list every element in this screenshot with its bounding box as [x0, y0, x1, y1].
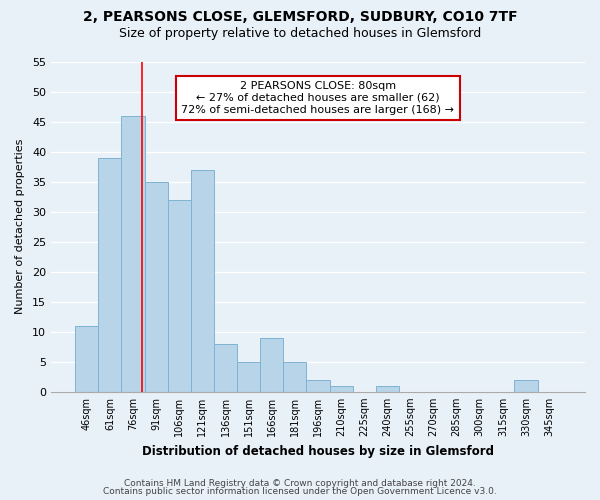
Bar: [98, 158, 121, 392]
Bar: [329, 386, 353, 392]
Text: Size of property relative to detached houses in Glemsford: Size of property relative to detached ho…: [119, 28, 481, 40]
Bar: [237, 362, 260, 392]
Text: 2, PEARSONS CLOSE, GLEMSFORD, SUDBURY, CO10 7TF: 2, PEARSONS CLOSE, GLEMSFORD, SUDBURY, C…: [83, 10, 517, 24]
Bar: [214, 344, 237, 392]
Text: Contains HM Land Registry data © Crown copyright and database right 2024.: Contains HM Land Registry data © Crown c…: [124, 478, 476, 488]
Y-axis label: Number of detached properties: Number of detached properties: [15, 139, 25, 314]
Text: Contains public sector information licensed under the Open Government Licence v3: Contains public sector information licen…: [103, 487, 497, 496]
Bar: [307, 380, 329, 392]
Bar: [260, 338, 283, 392]
Bar: [121, 116, 145, 392]
Bar: [376, 386, 399, 392]
Bar: [167, 200, 191, 392]
Bar: [283, 362, 307, 392]
Bar: [191, 170, 214, 392]
Bar: [145, 182, 167, 392]
Bar: [514, 380, 538, 392]
Bar: [75, 326, 98, 392]
X-axis label: Distribution of detached houses by size in Glemsford: Distribution of detached houses by size …: [142, 444, 494, 458]
Text: 2 PEARSONS CLOSE: 80sqm
← 27% of detached houses are smaller (62)
72% of semi-de: 2 PEARSONS CLOSE: 80sqm ← 27% of detache…: [181, 82, 454, 114]
